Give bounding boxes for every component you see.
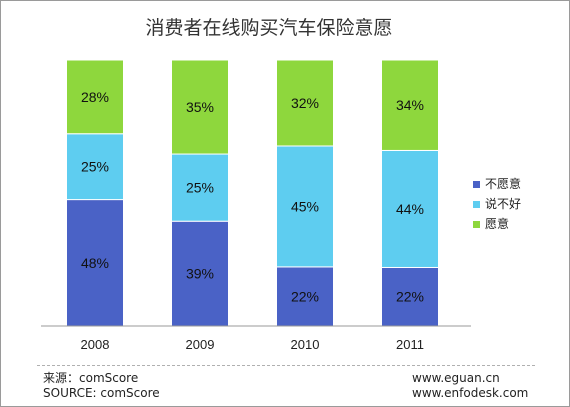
- site-link-eguan: www.eguan.cn: [412, 371, 500, 385]
- x-tick-labels: 2008 2009 2010 2011: [81, 337, 424, 352]
- x-tick-2011: 2011: [396, 337, 424, 352]
- bars-group: 48% 25% 28% 39% 25% 35% 22% 45% 32% 22% 44% 34%: [66, 59, 439, 327]
- data-label-愿意-2008: 28%: [81, 89, 109, 105]
- x-tick-2008: 2008: [81, 337, 110, 352]
- legend-label-不愿意: 不愿意: [485, 176, 521, 191]
- data-label-愿意-2011: 34%: [396, 97, 424, 113]
- source-label-en: SOURCE: comScore: [43, 386, 160, 400]
- legend-label-说不好: 说不好: [485, 196, 521, 211]
- bar-不愿意-2011: [381, 266, 439, 327]
- legend-label-愿意: 愿意: [485, 216, 509, 231]
- data-label-愿意-2009: 35%: [186, 99, 214, 115]
- bar-说不好-2008: [66, 133, 124, 201]
- x-tick-2010: 2010: [291, 337, 320, 352]
- bar-说不好-2010: [276, 145, 334, 268]
- data-label-不愿意-2009: 39%: [186, 266, 214, 282]
- bar-愿意-2008: [66, 59, 124, 135]
- data-label-不愿意-2011: 22%: [396, 289, 424, 305]
- data-label-愿意-2010: 32%: [291, 95, 319, 111]
- legend-swatch-不愿意: [473, 181, 480, 188]
- data-label-说不好-2009: 25%: [186, 180, 214, 196]
- bar-愿意-2010: [276, 59, 334, 147]
- site-link-enfodesk: www.enfodesk.com: [412, 386, 529, 400]
- data-label-不愿意-2008: 48%: [81, 255, 109, 271]
- data-label-说不好-2011: 44%: [396, 201, 424, 217]
- source-label-cn: 来源：comScore: [43, 371, 139, 385]
- data-label-不愿意-2010: 22%: [291, 288, 319, 304]
- bar-说不好-2011: [381, 149, 439, 268]
- footer-divider: [37, 365, 535, 366]
- x-tick-2009: 2009: [186, 337, 215, 352]
- data-label-说不好-2010: 45%: [291, 198, 319, 214]
- legend-swatch-说不好: [473, 201, 480, 208]
- data-label-说不好-2008: 25%: [81, 159, 109, 175]
- bar-说不好-2009: [171, 153, 229, 222]
- bar-愿意-2011: [381, 59, 439, 151]
- bar-不愿意-2008: [66, 199, 124, 327]
- bar-不愿意-2009: [171, 220, 229, 327]
- chart-title: 消费者在线购买汽车保险意愿: [145, 17, 392, 39]
- legend-swatch-愿意: [473, 221, 480, 228]
- bar-愿意-2009: [171, 59, 229, 155]
